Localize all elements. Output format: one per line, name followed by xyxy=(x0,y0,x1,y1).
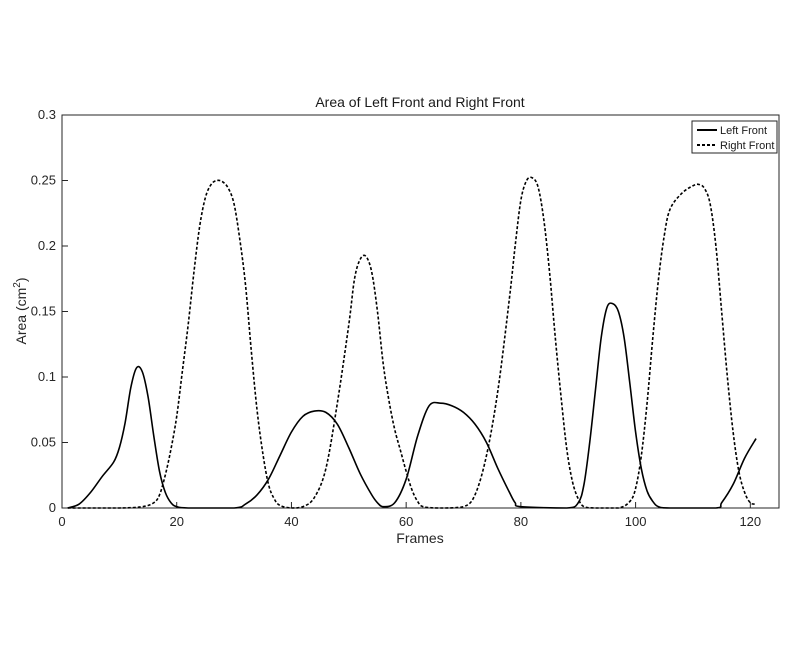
y-axis-label-superscript: 2 xyxy=(12,282,23,288)
x-tick-label: 100 xyxy=(625,514,647,529)
y-tick-label: 0.05 xyxy=(31,435,56,450)
chart-title: Area of Left Front and Right Front xyxy=(315,94,524,110)
legend-box xyxy=(691,120,778,154)
plot-area xyxy=(61,114,780,509)
series-layer xyxy=(67,176,757,509)
y-tick-label: 0.15 xyxy=(31,304,56,319)
y-tick-label: 0.1 xyxy=(38,369,56,384)
y-axis-ticks: 0 0.05 0.1 0.15 0.2 0.25 0.3 xyxy=(31,107,68,515)
legend-label-left-front: Left Front xyxy=(720,125,767,137)
x-tick-label: 60 xyxy=(399,514,413,529)
x-tick-label: 20 xyxy=(169,514,183,529)
y-tick-label: 0.3 xyxy=(38,107,56,122)
series-line-right-front xyxy=(67,176,757,509)
y-tick-label: 0.2 xyxy=(38,238,56,253)
y-axis-label: Area (cm2) xyxy=(12,277,29,344)
x-tick-label: 40 xyxy=(284,514,298,529)
y-tick-label: 0 xyxy=(49,500,56,515)
y-axis-label-suffix: ) xyxy=(13,277,29,282)
x-tick-label: 120 xyxy=(739,514,761,529)
x-tick-label: 0 xyxy=(58,514,65,529)
x-tick-label: 80 xyxy=(514,514,528,529)
series-line-left-front xyxy=(67,302,757,509)
y-axis-label-main: Area (cm xyxy=(13,288,29,345)
legend-label-right-front: Right Front xyxy=(720,140,774,152)
y-tick-label: 0.25 xyxy=(31,173,56,188)
x-axis-ticks: 0 20 40 60 80 100 120 xyxy=(58,502,761,529)
legend: Left Front Right Front xyxy=(691,120,778,154)
x-axis-label: Frames xyxy=(396,530,443,546)
